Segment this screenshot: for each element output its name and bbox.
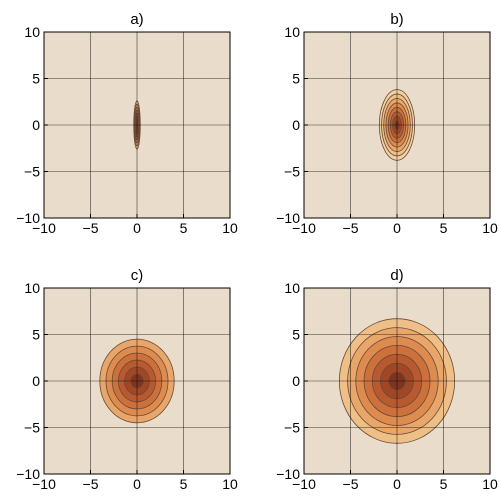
x-tick-label: 10 [482,476,498,492]
x-tick-label: 0 [133,476,141,492]
x-tick-label: 0 [393,220,401,236]
y-tick-label: 5 [32,71,40,87]
x-tick-label: −10 [292,220,316,236]
panel-title: d) [390,267,403,284]
x-tick-label: −10 [292,476,316,492]
x-tick-label: 5 [180,476,188,492]
x-tick-label: 0 [393,476,401,492]
x-tick-label: −10 [32,476,56,492]
x-tick-label: −5 [343,220,359,236]
y-tick-label: −10 [16,210,40,226]
x-tick-label: −10 [32,220,56,236]
y-tick-label: 0 [292,117,300,133]
y-tick-label: 0 [32,373,40,389]
x-tick-label: −5 [343,476,359,492]
y-tick-label: −5 [24,420,40,436]
x-tick-label: −5 [83,476,99,492]
y-tick-label: −10 [276,466,300,482]
x-tick-label: 5 [440,220,448,236]
y-tick-label: −5 [24,164,40,180]
y-tick-label: 5 [292,71,300,87]
panel-title: b) [390,11,403,28]
y-tick-label: 10 [24,280,40,296]
y-tick-label: 10 [24,24,40,40]
x-tick-label: −5 [83,220,99,236]
x-tick-label: 10 [482,220,498,236]
y-tick-label: 5 [32,327,40,343]
y-tick-label: −5 [284,164,300,180]
x-tick-label: 5 [180,220,188,236]
panel-b: −10 10 −5 5 0 0 5 −5 10 −10 b) [276,11,498,236]
y-tick-label: −10 [276,210,300,226]
panel-title: a) [130,11,143,28]
y-tick-label: 10 [284,280,300,296]
y-tick-label: −5 [284,420,300,436]
x-tick-label: 0 [133,220,141,236]
panel-a: −10 10 −5 5 0 0 5 −5 10 −10 a) [16,11,238,236]
y-tick-label: 0 [32,117,40,133]
x-tick-label: 5 [440,476,448,492]
panel-d: −10 10 −5 5 0 0 5 −5 10 −10 d) [276,267,498,492]
y-tick-label: 5 [292,327,300,343]
y-tick-label: −10 [16,466,40,482]
x-tick-label: 10 [222,220,238,236]
y-tick-label: 0 [292,373,300,389]
x-tick-label: 10 [222,476,238,492]
panel-title: c) [131,267,144,284]
y-tick-label: 10 [284,24,300,40]
panel-c: −10 10 −5 5 0 0 5 −5 10 −10 c) [16,267,238,492]
